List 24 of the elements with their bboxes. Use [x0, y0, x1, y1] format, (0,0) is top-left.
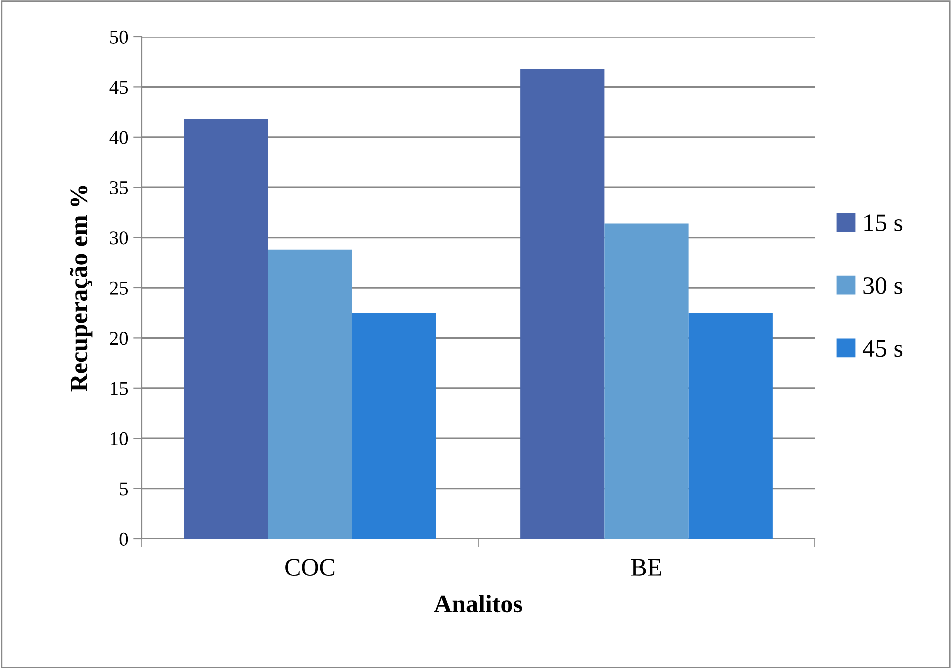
y-tick-label: 25	[110, 282, 128, 295]
bar	[520, 69, 605, 539]
x-tick-label: COC	[286, 559, 335, 576]
y-tick-label: 40	[110, 131, 128, 144]
y-tick-label: 10	[111, 432, 128, 446]
bar	[268, 250, 352, 539]
y-tick-label: 15	[111, 382, 128, 396]
bar	[604, 224, 689, 539]
legend-label: 45 s	[862, 340, 903, 358]
y-tick-label: 30	[110, 232, 128, 245]
legend-label: 15 s	[864, 214, 903, 232]
bar	[352, 313, 436, 539]
bar	[688, 313, 773, 539]
bar	[184, 119, 268, 539]
y-tick-label: 35	[110, 181, 128, 195]
legend-label: 30 s	[864, 277, 903, 294]
y-tick-label: 45	[110, 81, 128, 94]
y-tick-label: 50	[110, 30, 128, 44]
y-tick-label: 20	[110, 332, 128, 346]
x-axis-title: Analitos	[434, 595, 522, 613]
y-tick-label: 0	[120, 532, 128, 546]
y-axis-title: Recuperação em %	[70, 186, 93, 392]
x-tick-label: BE	[631, 559, 662, 576]
y-tick-label: 5	[120, 482, 128, 496]
